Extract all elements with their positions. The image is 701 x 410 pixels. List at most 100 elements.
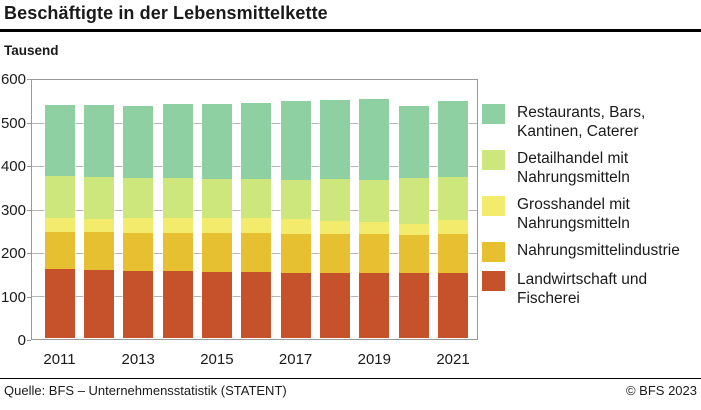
bar-2015 <box>200 103 233 339</box>
bar-2018 <box>318 99 351 339</box>
bar-segment-2015 <box>201 271 232 338</box>
chart-title: Beschäftigte in der Lebensmittelkette <box>4 3 328 23</box>
bar-segment-2018 <box>319 221 350 234</box>
bar-segment-2017 <box>280 179 311 220</box>
legend-item-3: Nahrungsmittelindustrie <box>482 241 680 262</box>
legend-label-0: Restaurants, Bars, Kantinen, Caterer <box>517 104 646 140</box>
bar-segment-2020 <box>398 234 429 274</box>
bar-segment-2021 <box>438 220 468 235</box>
bar-segment-2012 <box>83 219 114 233</box>
y-tick-mark-300 <box>27 209 31 211</box>
bar-2012 <box>82 104 115 339</box>
y-tick-mark-500 <box>27 122 31 124</box>
legend-label-4: Landwirtschaft und Fischerei <box>517 271 648 307</box>
legend-swatch-0 <box>482 104 505 124</box>
y-tick-mark-200 <box>27 253 31 254</box>
legend-swatch-1 <box>482 150 505 170</box>
legend-label-3: Nahrungsmittelindustrie <box>517 242 680 259</box>
legend-swatch-2 <box>482 196 505 216</box>
bar-segment-2019 <box>359 180 390 223</box>
bar-segment-2016 <box>241 178 272 219</box>
legend-swatch-4 <box>482 271 505 291</box>
legend-item-1: Detailhandel mit Nahrungsmitteln <box>482 149 680 187</box>
legend-item-4: Landwirtschaft und Fischerei <box>482 270 680 308</box>
legend-label-2: Grosshandel mit Nahrungsmitteln <box>517 196 630 232</box>
bar-segment-2013 <box>123 105 154 178</box>
bar-segment-2011 <box>44 104 75 177</box>
y-tick-mark-100 <box>27 296 31 298</box>
y-tick-label-600: 600 <box>0 71 26 88</box>
bar-segment-2018 <box>319 100 350 179</box>
bar-segment-2011 <box>44 231 75 269</box>
bar-segment-2016 <box>241 272 272 338</box>
bar-segment-2015 <box>201 232 232 272</box>
bar-segment-2011 <box>44 268 75 338</box>
x-tick-label-2019: 2019 <box>357 351 391 368</box>
y-tick-label-300: 300 <box>0 201 26 219</box>
y-tick-mark-400 <box>27 166 31 167</box>
legend-label-1: Detailhandel mit Nahrungsmitteln <box>517 150 630 186</box>
bar-segment-2014 <box>162 232 193 272</box>
bar-segment-2020 <box>398 223 429 235</box>
y-tick-label-200: 200 <box>0 245 26 262</box>
x-tick-label-2013: 2013 <box>121 351 155 368</box>
bar-segment-2011 <box>44 176 75 219</box>
bar-segment-2018 <box>319 233 350 273</box>
plot-area <box>31 79 478 340</box>
bar-segment-2018 <box>319 272 350 338</box>
legend-item-2: Grosshandel mit Nahrungsmitteln <box>482 195 680 233</box>
bar-segment-2021 <box>438 176 468 221</box>
bar-segment-2014 <box>162 103 193 178</box>
title-rule <box>0 29 701 32</box>
legend-swatch-3 <box>482 242 505 262</box>
bar-2014 <box>161 102 194 339</box>
bar-segment-2012 <box>83 177 114 220</box>
footer-copyright-text: © BFS 2023 <box>625 383 697 398</box>
bar-segment-2021 <box>438 272 468 338</box>
bar-segment-2013 <box>123 270 154 338</box>
bar-2011 <box>43 103 76 339</box>
y-tick-label-500: 500 <box>0 114 26 132</box>
bar-segment-2016 <box>241 218 272 233</box>
bar-2017 <box>279 100 312 339</box>
bar-segment-2015 <box>201 178 232 219</box>
bar-segment-2017 <box>280 272 311 338</box>
x-tick-label-2017: 2017 <box>278 351 313 368</box>
bar-segment-2014 <box>162 177 193 219</box>
bar-2021 <box>437 99 469 339</box>
bar-segment-2017 <box>280 219 311 234</box>
bar-segment-2020 <box>398 178 429 224</box>
x-tick-label-2015: 2015 <box>200 351 234 368</box>
y-tick-label-100: 100 <box>0 288 26 306</box>
bar-2019 <box>358 98 391 339</box>
bar-segment-2018 <box>319 178 350 222</box>
bar-segment-2019 <box>359 99 390 181</box>
bar-segment-2013 <box>123 177 154 219</box>
footer-source-text: Quelle: BFS – Unternehmensstatistik (STA… <box>4 383 287 398</box>
y-axis-unit-label: Tausend <box>4 43 59 58</box>
y-tick-mark-0 <box>27 340 31 341</box>
bar-segment-2019 <box>359 273 390 338</box>
bar-segment-2014 <box>162 218 193 233</box>
bar-segment-2019 <box>359 234 390 274</box>
bar-segment-2013 <box>123 232 154 271</box>
bar-segment-2017 <box>280 233 311 273</box>
legend-item-0: Restaurants, Bars, Kantinen, Caterer <box>482 103 680 141</box>
bar-2020 <box>397 105 430 339</box>
bar-segment-2013 <box>123 218 154 233</box>
bar-segment-2012 <box>83 105 114 178</box>
bar-segment-2019 <box>359 222 390 235</box>
bar-segment-2015 <box>201 218 232 233</box>
bar-segment-2012 <box>83 232 114 270</box>
bar-segment-2012 <box>83 269 114 338</box>
bar-segment-2015 <box>201 104 232 179</box>
y-tick-label-400: 400 <box>0 158 26 175</box>
bar-segment-2016 <box>241 102 272 179</box>
y-tick-label-0: 0 <box>17 332 26 349</box>
bar-2016 <box>240 101 273 339</box>
bar-segment-2021 <box>438 100 468 177</box>
legend: Restaurants, Bars, Kantinen, Caterer Deta… <box>482 103 680 308</box>
y-tick-mark-600 <box>27 79 31 80</box>
bar-segment-2017 <box>280 101 311 180</box>
